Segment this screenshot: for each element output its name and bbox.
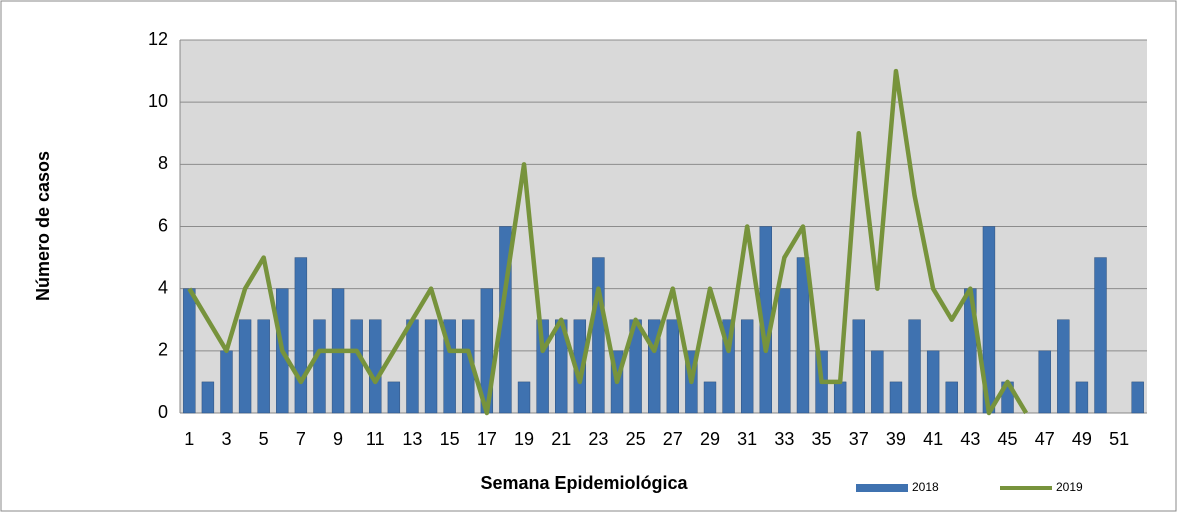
y-tick-label: 8 [158, 153, 168, 173]
x-tick-label: 51 [1109, 429, 1129, 449]
x-tick-label: 19 [514, 429, 534, 449]
bar [220, 350, 233, 414]
y-tick-label: 0 [158, 402, 168, 422]
x-tick-label: 7 [296, 429, 306, 449]
bar [852, 319, 865, 414]
line [187, 68, 1029, 416]
bar [926, 350, 940, 414]
x-tick-label: 37 [849, 429, 869, 449]
bar [183, 288, 196, 414]
legend-swatch [856, 484, 908, 492]
x-tick-label: 13 [402, 429, 422, 449]
bar [238, 319, 252, 414]
legend-label: 2019 [1056, 480, 1083, 494]
x-tick-label: 41 [923, 429, 943, 449]
bar [592, 257, 605, 414]
y-axis-title: Número de casos [33, 151, 53, 301]
bar [1075, 381, 1089, 414]
bar [443, 319, 456, 414]
x-tick-label: 33 [774, 429, 794, 449]
bar [648, 319, 661, 414]
x-tick-label: 5 [259, 429, 269, 449]
bar [387, 381, 401, 414]
x-tick-label: 27 [663, 429, 683, 449]
x-tick-label: 35 [812, 429, 832, 449]
x-tick-label: 17 [477, 429, 497, 449]
bar [871, 350, 884, 414]
x-axis-title: Semana Epidemiológica [480, 473, 688, 493]
x-tick-label: 21 [551, 429, 571, 449]
bar [1038, 350, 1051, 414]
bar [666, 319, 679, 414]
x-tick-label: 47 [1035, 429, 1055, 449]
bar [257, 319, 270, 414]
bar [1131, 381, 1144, 414]
x-tick-label: 25 [626, 429, 646, 449]
bar [369, 319, 382, 414]
bar [406, 319, 419, 414]
x-tick-label: 31 [737, 429, 757, 449]
x-tick-label: 29 [700, 429, 720, 449]
bar [945, 381, 958, 414]
bar [778, 288, 791, 414]
x-tick-label: 15 [440, 429, 460, 449]
x-tick-label: 45 [998, 429, 1018, 449]
bar [1094, 257, 1107, 414]
y-tick-label: 2 [158, 340, 168, 360]
x-tick-label: 39 [886, 429, 906, 449]
bar [313, 319, 326, 414]
y-tick-label: 10 [148, 91, 168, 111]
x-tick-label: 23 [588, 429, 608, 449]
bar [294, 257, 308, 414]
bar [740, 319, 754, 414]
x-tick-label: 43 [960, 429, 980, 449]
y-tick-label: 12 [148, 29, 168, 49]
x-tick-label: 49 [1072, 429, 1092, 449]
x-tick-label: 11 [366, 429, 385, 449]
bar [889, 381, 903, 414]
bar [703, 381, 717, 414]
bar [536, 319, 549, 414]
bar [350, 319, 363, 414]
bar [722, 319, 735, 414]
bar [796, 257, 810, 414]
bar [201, 381, 215, 414]
y-tick-label: 4 [158, 277, 168, 297]
bar [517, 381, 531, 414]
x-tick-label: 3 [221, 429, 231, 449]
bar [1057, 319, 1070, 414]
y-tick-label: 6 [158, 215, 168, 235]
x-tick-label: 1 [184, 429, 194, 449]
bar [833, 381, 847, 414]
bar [424, 319, 438, 414]
bar [908, 319, 921, 414]
x-tick-label: 9 [333, 429, 343, 449]
legend-label: 2018 [912, 480, 939, 494]
